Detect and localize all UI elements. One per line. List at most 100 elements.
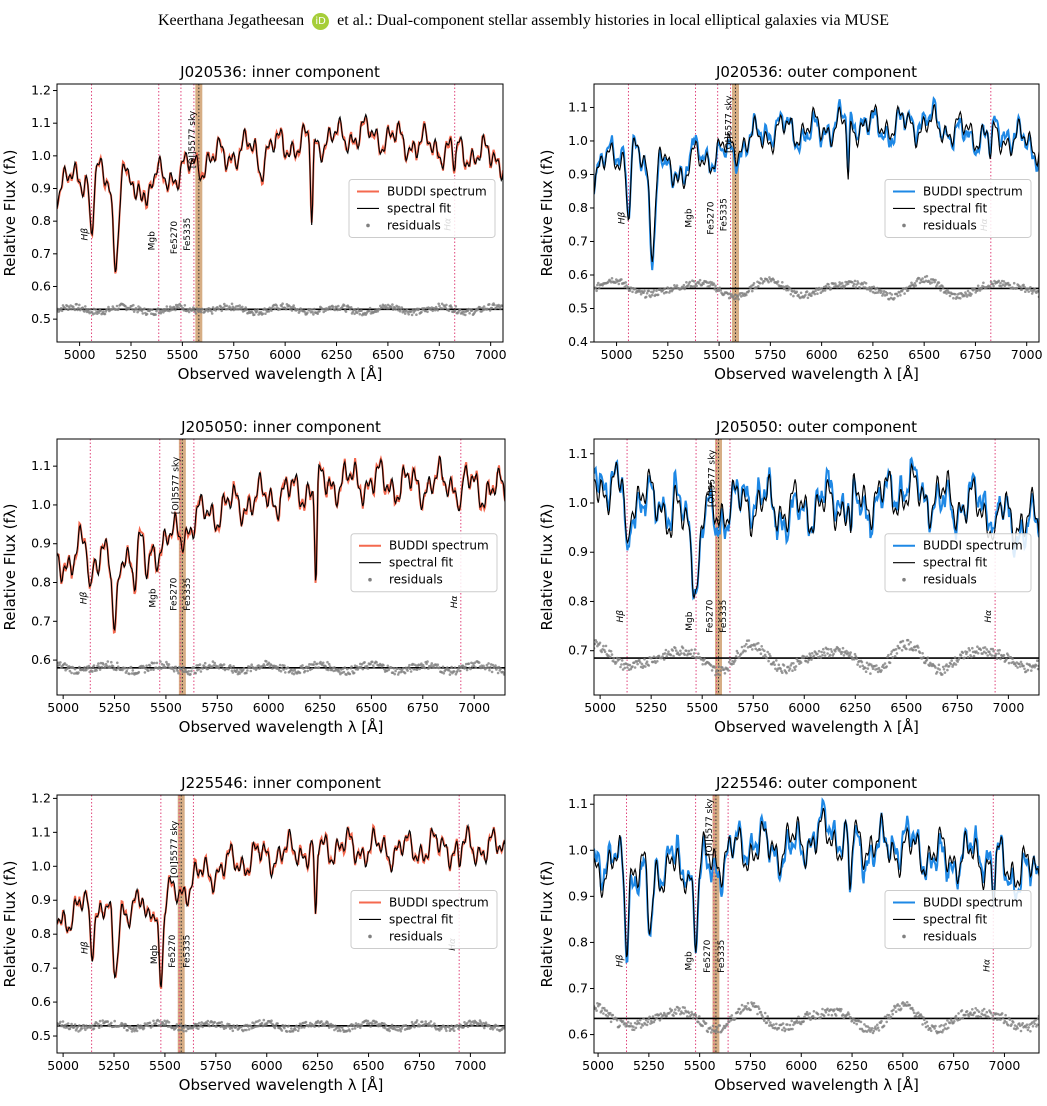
residual-point bbox=[128, 1025, 132, 1028]
residual-point bbox=[963, 294, 966, 298]
residual-point bbox=[727, 660, 731, 664]
residual-point bbox=[828, 653, 832, 657]
residual-point bbox=[598, 641, 602, 645]
x-tick-label: 6250 bbox=[857, 347, 889, 362]
residual-point bbox=[639, 1026, 643, 1029]
legend-residuals-swatch bbox=[368, 577, 372, 582]
residual-point bbox=[805, 290, 809, 293]
residual-point bbox=[864, 666, 867, 670]
residual-point bbox=[175, 1023, 179, 1026]
residual-point bbox=[201, 667, 204, 670]
residual-point bbox=[262, 1018, 266, 1022]
residual-point bbox=[926, 1024, 930, 1028]
residual-point bbox=[211, 660, 215, 663]
residual-point bbox=[493, 1026, 497, 1029]
residual-point bbox=[933, 280, 936, 284]
residual-point bbox=[1036, 659, 1039, 662]
y-tick-label: 0.5 bbox=[31, 1028, 51, 1043]
residual-point bbox=[888, 661, 892, 665]
residual-point bbox=[895, 652, 899, 655]
residual-point bbox=[692, 280, 696, 283]
residual-point bbox=[280, 666, 284, 670]
residual-point bbox=[779, 667, 782, 670]
residual-point bbox=[397, 1025, 401, 1029]
residual-point bbox=[947, 665, 951, 668]
residual-point bbox=[284, 1024, 287, 1027]
residual-point bbox=[786, 1023, 789, 1026]
residual-point bbox=[164, 1023, 167, 1026]
residual-point bbox=[629, 1022, 633, 1025]
residual-point bbox=[206, 667, 210, 671]
residual-point bbox=[794, 665, 798, 668]
residual-point bbox=[856, 663, 859, 666]
residual-point bbox=[1036, 1017, 1039, 1021]
residual-point bbox=[415, 1019, 419, 1022]
residual-point bbox=[199, 310, 203, 314]
x-tick-label: 6500 bbox=[353, 1058, 385, 1073]
residual-point bbox=[284, 307, 288, 311]
residual-point bbox=[260, 1021, 264, 1025]
residual-point bbox=[404, 1024, 408, 1027]
residual-point bbox=[245, 671, 248, 675]
residual-point bbox=[453, 309, 457, 313]
residual-point bbox=[943, 671, 947, 674]
residual-point bbox=[167, 663, 171, 666]
residual-point bbox=[470, 309, 474, 312]
residual-point bbox=[478, 306, 482, 309]
residual-point bbox=[618, 657, 621, 661]
residual-point bbox=[963, 656, 966, 660]
residual-point bbox=[102, 310, 105, 314]
residual-point bbox=[992, 284, 995, 288]
residual-point bbox=[975, 650, 978, 653]
residual-point bbox=[766, 650, 769, 654]
residual-point bbox=[877, 1029, 881, 1032]
residual-point bbox=[132, 310, 136, 313]
residual-point bbox=[655, 289, 658, 293]
residual-point bbox=[1030, 292, 1034, 295]
residual-point bbox=[948, 1021, 952, 1025]
residual-point bbox=[834, 282, 837, 285]
residual-point bbox=[403, 312, 407, 315]
residual-point bbox=[371, 1022, 374, 1026]
residual-point bbox=[908, 1003, 912, 1007]
sky-band bbox=[195, 84, 203, 342]
residual-point bbox=[442, 672, 446, 675]
residual-point bbox=[735, 649, 739, 653]
residual-point bbox=[135, 1027, 138, 1030]
residual-point bbox=[672, 1014, 675, 1017]
residual-point bbox=[1036, 667, 1039, 671]
residual-point bbox=[150, 308, 154, 312]
residual-point bbox=[179, 1024, 183, 1027]
residual-point bbox=[316, 1019, 320, 1023]
residual-point bbox=[833, 1008, 836, 1011]
residual-point bbox=[162, 1023, 166, 1026]
y-tick-label: 1.0 bbox=[568, 495, 588, 510]
residual-point bbox=[327, 668, 330, 672]
residual-point bbox=[483, 1026, 486, 1030]
residual-point bbox=[154, 313, 157, 316]
residual-point bbox=[178, 1028, 181, 1032]
residual-point bbox=[665, 1014, 668, 1018]
residual-point bbox=[394, 669, 397, 673]
residual-point bbox=[298, 671, 302, 675]
residual-point bbox=[999, 1018, 1002, 1021]
plot-frame bbox=[56, 83, 504, 343]
residual-point bbox=[187, 310, 191, 314]
residual-point bbox=[91, 1024, 94, 1027]
residual-point bbox=[1007, 661, 1011, 665]
y-tick-label: 0.5 bbox=[568, 300, 588, 315]
residual-point bbox=[884, 1015, 888, 1019]
residual-point bbox=[645, 1023, 649, 1027]
residual-point bbox=[256, 308, 260, 311]
residual-point bbox=[59, 661, 62, 664]
residual-point bbox=[290, 309, 294, 312]
residual-point bbox=[914, 284, 918, 287]
y-tick-label: 0.6 bbox=[31, 994, 51, 1009]
residual-point bbox=[851, 281, 854, 284]
residual-point bbox=[97, 311, 101, 314]
residual-point bbox=[661, 655, 664, 658]
residual-point bbox=[875, 664, 878, 667]
orcid-icon[interactable]: iD bbox=[312, 13, 330, 30]
residual-point bbox=[714, 284, 717, 288]
